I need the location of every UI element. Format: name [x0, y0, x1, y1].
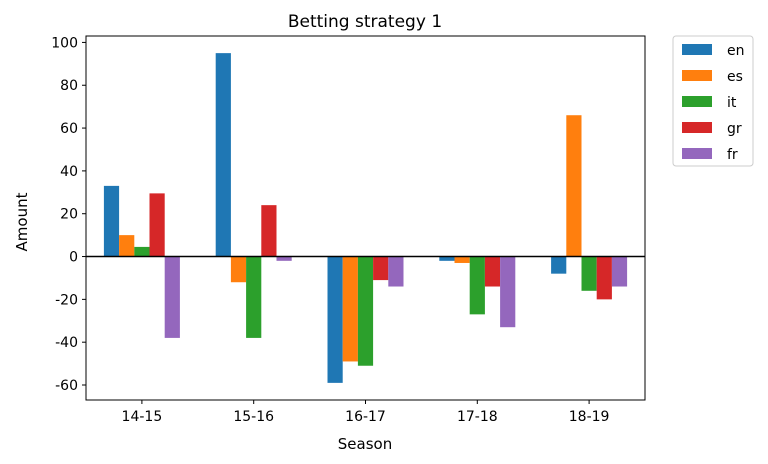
- x-tick-label: 14-15: [122, 409, 163, 425]
- y-tick-label: -60: [55, 378, 78, 394]
- legend-label-gr: gr: [727, 121, 742, 137]
- bars-group: [103, 53, 628, 383]
- legend-label-it: it: [727, 95, 737, 111]
- x-tick-label: 17-18: [457, 409, 498, 425]
- y-tick-label: 80: [60, 78, 78, 94]
- legend-label-es: es: [727, 69, 743, 85]
- bar-es-17-18: [454, 256, 470, 263]
- y-tick-label: 100: [51, 35, 78, 51]
- y-axis-label: Amount: [13, 192, 31, 251]
- bar-es-15-16: [230, 256, 247, 283]
- bar-gr-18-19: [596, 256, 612, 300]
- chart-title: Betting strategy 1: [288, 12, 442, 32]
- bar-en-16-17: [327, 256, 343, 383]
- bar-it-14-15: [134, 246, 150, 257]
- y-tick-label: 20: [60, 207, 78, 223]
- bar-it-16-17: [357, 256, 374, 366]
- legend-swatch-en: [682, 44, 712, 55]
- y-tick-label: -40: [55, 335, 78, 351]
- legend-label-fr: fr: [727, 147, 738, 163]
- bar-fr-18-19: [611, 256, 628, 287]
- legend-label-en: en: [727, 43, 745, 59]
- bar-gr-15-16: [261, 205, 277, 257]
- legend-swatch-fr: [682, 148, 712, 159]
- bar-gr-14-15: [149, 193, 165, 257]
- bar-it-17-18: [469, 256, 485, 315]
- bar-fr-15-16: [276, 256, 292, 261]
- x-axis-label: Season: [338, 435, 392, 453]
- y-tick-label: 40: [60, 164, 78, 180]
- bar-it-15-16: [246, 256, 262, 338]
- bar-it-18-19: [581, 256, 597, 291]
- y-tick-label: -20: [55, 292, 78, 308]
- bar-es-16-17: [342, 256, 358, 362]
- bar-fr-17-18: [500, 256, 516, 328]
- x-tick-label: 18-19: [569, 409, 610, 425]
- legend-swatch-gr: [682, 122, 712, 133]
- bar-gr-17-18: [484, 256, 501, 287]
- legend-swatch-it: [682, 96, 712, 107]
- x-tick-label: 15-16: [233, 409, 274, 425]
- x-axis: 14-15 15-16 16-17 17-18 18-19: [122, 400, 610, 425]
- y-tick-label: 60: [60, 121, 78, 137]
- x-tick-label: 16-17: [345, 409, 386, 425]
- legend-swatch-es: [682, 70, 712, 81]
- bar-fr-16-17: [388, 256, 404, 287]
- bar-en-14-15: [103, 185, 120, 257]
- legend-box: [672, 35, 754, 167]
- bar-en-18-19: [551, 256, 567, 274]
- y-tick-label: 0: [69, 250, 78, 266]
- bar-en-15-16: [215, 53, 231, 257]
- bar-es-14-15: [119, 235, 135, 257]
- bar-es-18-19: [566, 115, 582, 257]
- bar-en-17-18: [439, 256, 455, 261]
- y-axis: -60 -40 -20 0 20 40 60 80 100: [51, 35, 86, 394]
- bar-fr-14-15: [164, 256, 180, 338]
- legend: en es it gr fr: [672, 35, 754, 167]
- bar-gr-16-17: [373, 256, 389, 281]
